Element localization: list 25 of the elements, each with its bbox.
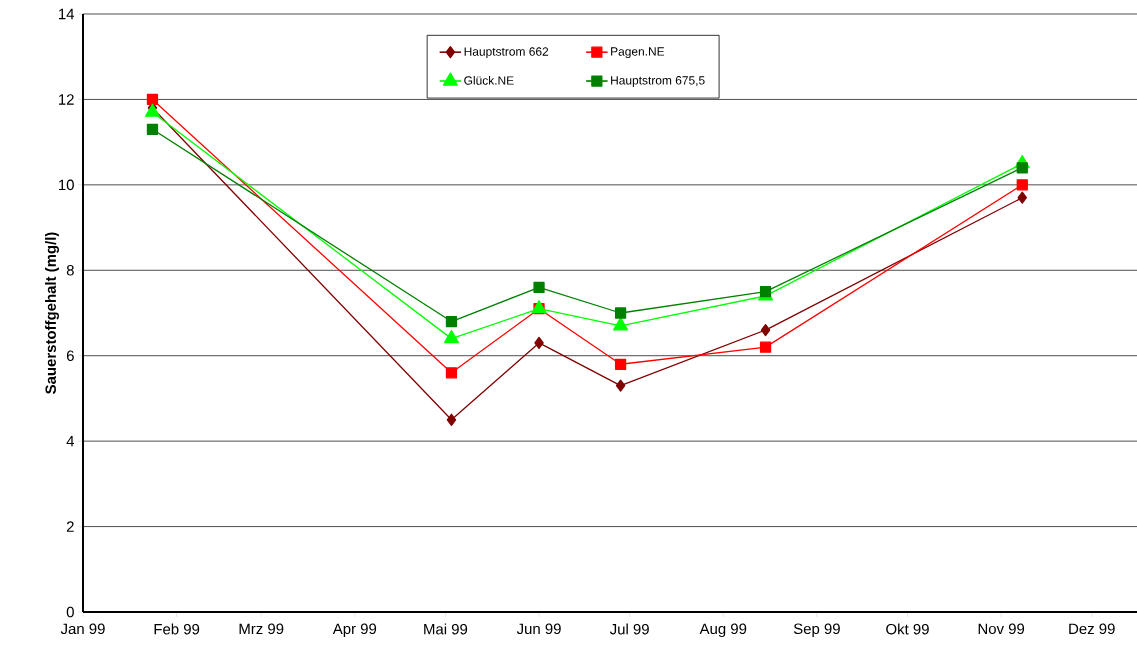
y-tick-label: 0 xyxy=(66,606,74,618)
x-tick-label: Mai 99 xyxy=(424,623,468,635)
x-tick-label: Jan 99 xyxy=(60,623,105,635)
x-tick-label: Nov 99 xyxy=(978,623,1025,635)
x-tick-label: Apr 99 xyxy=(332,623,377,638)
x-tick-label: Jul 99 xyxy=(609,623,649,635)
y-tick-label: 10 xyxy=(59,179,74,191)
x-tick-label: Mrz 99 xyxy=(239,623,284,635)
y-tick-label: 4 xyxy=(66,436,75,447)
x-tick-label: Dez 99 xyxy=(1069,623,1115,635)
x-tick-label: Feb 99 xyxy=(154,623,200,635)
y-tick-label: 8 xyxy=(66,264,74,276)
y-tick-label: 6 xyxy=(66,350,74,361)
x-tick-label: Jun 99 xyxy=(516,623,561,635)
y-axis-title: Sauerstoffgehalt (mg/l) xyxy=(45,232,60,394)
legend-label: Pagen.NE xyxy=(611,47,665,59)
x-tick-label: Okt 99 xyxy=(886,623,929,635)
legend-label: Hauptstrom 662 xyxy=(464,47,549,59)
x-tick-label: Sep 99 xyxy=(793,623,840,638)
legend-label: Hauptstrom 675,5 xyxy=(611,76,705,87)
legend-label: Glück.NE xyxy=(464,75,514,85)
y-tick-label: 2 xyxy=(66,521,74,532)
y-tick-label: 12 xyxy=(59,94,74,105)
x-tick-label: Aug 99 xyxy=(699,623,747,638)
y-tick-label: 14 xyxy=(59,8,75,20)
